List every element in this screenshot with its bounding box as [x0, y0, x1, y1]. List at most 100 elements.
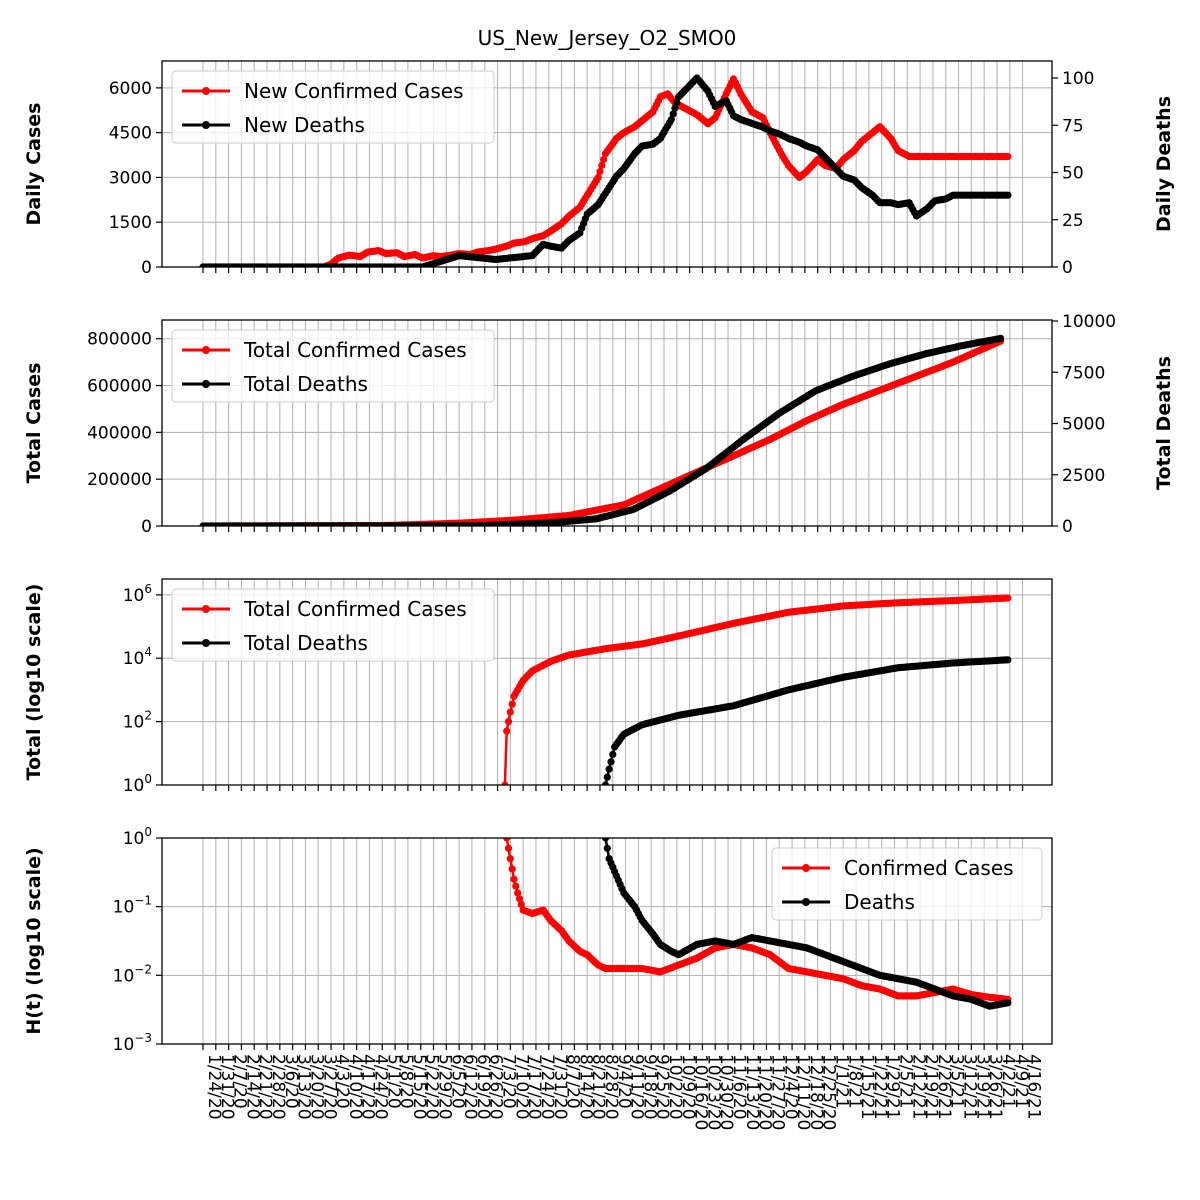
y-tick-label: 106	[123, 582, 152, 606]
data-point	[503, 727, 511, 735]
x-tick-label: 11/20/20	[755, 1054, 775, 1130]
x-tick-label: 3/26/21	[985, 1054, 1005, 1120]
x-tick-label: 2/26/21	[934, 1054, 954, 1120]
y-tick-label: 102	[123, 709, 152, 733]
data-point	[506, 708, 514, 716]
data-point	[667, 116, 675, 124]
x-tick-label: 1/8/21	[844, 1054, 864, 1109]
x-tick-label: 1/15/21	[857, 1054, 877, 1120]
x-tick-label: 4/10/20	[345, 1054, 365, 1120]
series-group	[199, 334, 1005, 526]
legend-label: Total Deaths	[243, 372, 368, 396]
y-right-tick-label: 50	[1062, 164, 1084, 184]
x-tick-label: 6/19/20	[473, 1054, 493, 1120]
data-point	[508, 700, 516, 708]
data-point	[605, 765, 613, 773]
legend-label: Total Deaths	[243, 631, 368, 655]
legend-swatch-marker	[202, 380, 210, 388]
y-tick-label: 200000	[87, 470, 152, 490]
x-tick-labels: 1/24/201/31/202/7/202/14/202/21/202/28/2…	[204, 1054, 1044, 1130]
x-tick-label: 2/12/21	[908, 1054, 928, 1120]
x-tick-label: 2/28/20	[268, 1054, 288, 1120]
data-point	[1004, 999, 1012, 1007]
axes-frame	[161, 578, 1053, 786]
series-line	[604, 658, 1008, 785]
x-tick-label: 1/31/20	[217, 1054, 237, 1120]
data-point	[517, 900, 525, 909]
x-tick-label: 12/11/20	[793, 1054, 813, 1130]
legend: New Confirmed Cases New Deaths	[171, 70, 495, 144]
y-right-axis-label: Daily Deaths	[1153, 96, 1175, 232]
axes-frame	[161, 60, 1053, 268]
legend-swatch-marker	[802, 898, 810, 906]
y-tick-label: 100	[123, 772, 152, 796]
x-tick-label: 3/6/20	[281, 1054, 301, 1109]
legend-label: New Confirmed Cases	[244, 79, 464, 103]
x-tick-label: 6/5/20	[447, 1054, 467, 1109]
data-point	[1004, 656, 1012, 664]
data-point	[601, 838, 610, 842]
x-tick-label: 7/10/20	[511, 1054, 531, 1120]
data-point	[671, 104, 679, 112]
x-tick-label: 11/13/20	[742, 1054, 762, 1130]
data-point	[1004, 594, 1012, 602]
x-tick-label: 9/4/20	[614, 1054, 634, 1109]
y-tick-label: 104	[123, 645, 152, 669]
legend-swatch-marker	[202, 121, 210, 129]
x-tick-label: 2/5/21	[896, 1054, 916, 1109]
y-axis-label: Total (log10 scale)	[23, 584, 45, 781]
y-right-tick-label: 10000	[1062, 312, 1116, 332]
axes-frame	[161, 837, 1053, 1045]
data-point	[506, 855, 514, 863]
x-tick-label: 11/6/20	[729, 1054, 749, 1120]
x-tick-label: 3/5/21	[947, 1054, 967, 1109]
x-tick-label: 3/20/20	[306, 1054, 326, 1120]
chart-panel-log_total: 100 102 104 106 Total (log10 scale) Total Con…	[23, 578, 1053, 796]
x-tick-label: 2/14/20	[242, 1054, 262, 1120]
x-tick-label: 7/24/20	[537, 1054, 557, 1120]
x-tick-label: 8/21/20	[588, 1054, 608, 1120]
x-tick-label: 4/2/21	[998, 1054, 1018, 1109]
series-group	[501, 594, 1012, 785]
x-tick-label: 5/15/20	[409, 1054, 429, 1120]
series-group	[503, 838, 1012, 1010]
x-tick-label: 4/9/21	[1011, 1054, 1031, 1109]
x-tick-label: 12/18/20	[806, 1054, 826, 1130]
x-tick-label: 5/29/20	[435, 1054, 455, 1120]
y-tick-label: 0	[141, 517, 152, 537]
chart-panel-total: 0 200000 400000 600000 800000 0 2500 5000 7500 10…	[23, 312, 1175, 537]
legend-box	[171, 329, 495, 403]
chart-panel-daily: 0 1500 3000 4500 6000 0 25 50 75 100 Daily Cases Da…	[23, 60, 1175, 278]
legend-box	[171, 588, 495, 662]
x-tick-label: 10/2/20	[665, 1054, 685, 1120]
legend: Total Confirmed Cases Total Deaths	[171, 588, 495, 662]
x-tick-label: 8/28/20	[601, 1054, 621, 1120]
data-point	[607, 758, 615, 766]
x-tick-label: 1/1/21	[831, 1054, 851, 1109]
legend-label: New Deaths	[244, 113, 365, 137]
x-tick-label: 4/17/20	[358, 1054, 378, 1120]
x-tick-label: 12/25/20	[819, 1054, 839, 1130]
series-group	[199, 74, 1012, 267]
x-tick-label: 9/11/20	[627, 1054, 647, 1120]
data-point	[512, 882, 520, 890]
data-point	[594, 173, 602, 181]
x-tick-label: 4/24/20	[370, 1054, 390, 1120]
legend-label: Confirmed Cases	[844, 856, 1014, 880]
data-point	[510, 875, 518, 883]
legend-swatch-marker	[202, 639, 210, 647]
x-tick-label: 3/19/21	[972, 1054, 992, 1120]
x-tick-label: 2/7/20	[230, 1054, 250, 1109]
data-point	[997, 334, 1005, 342]
legend-box	[771, 847, 1043, 921]
legend-swatch-marker	[802, 864, 810, 872]
y-right-tick-label: 0	[1062, 258, 1073, 278]
y-right-tick-label: 25	[1062, 211, 1084, 231]
y-tick-label: 600000	[87, 377, 152, 397]
y-right-tick-label: 75	[1062, 116, 1084, 136]
figure-title: US_New_Jersey_O2_SMO0	[478, 26, 737, 50]
y-tick-label: 3000	[109, 168, 152, 188]
x-tick-label: 1/29/21	[883, 1054, 903, 1120]
legend-swatch-marker	[202, 605, 210, 613]
x-tick-label: 3/12/21	[960, 1054, 980, 1120]
